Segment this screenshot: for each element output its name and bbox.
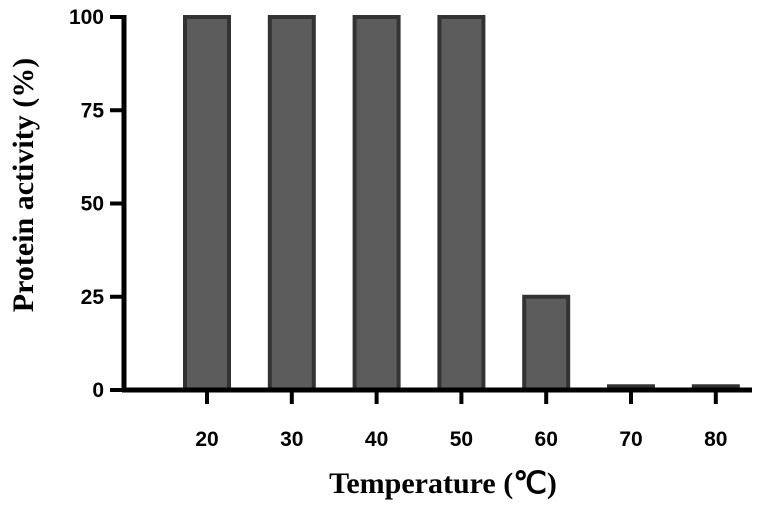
x-tick-label: 60 xyxy=(535,428,558,451)
bar-40 xyxy=(352,15,401,392)
y-axis-ticks: 0 25 50 75 100 xyxy=(69,6,124,402)
x-axis-title: Temperature (℃) xyxy=(329,467,557,500)
y-tick-label: 75 xyxy=(81,99,105,122)
bar-20 xyxy=(183,15,231,392)
x-tick-label: 30 xyxy=(280,428,303,451)
y-tick-label: 0 xyxy=(92,379,104,402)
y-tick-label: 25 xyxy=(81,286,105,309)
bar-50 xyxy=(437,15,486,392)
y-tick-label: 100 xyxy=(69,6,104,29)
x-tick-label: 20 xyxy=(195,428,218,451)
x-tick-label: 70 xyxy=(619,428,642,451)
x-axis-ticks: 20 30 40 50 60 70 80 xyxy=(195,390,727,451)
x-tick-label: 40 xyxy=(365,428,388,451)
y-axis-title: Protein activity (%) xyxy=(7,58,40,312)
bars-group xyxy=(183,15,740,392)
bar-30 xyxy=(267,15,316,392)
bar-60 xyxy=(522,294,571,392)
x-tick-label: 50 xyxy=(450,428,473,451)
y-tick-label: 50 xyxy=(81,193,104,216)
x-tick-label: 80 xyxy=(704,428,727,451)
